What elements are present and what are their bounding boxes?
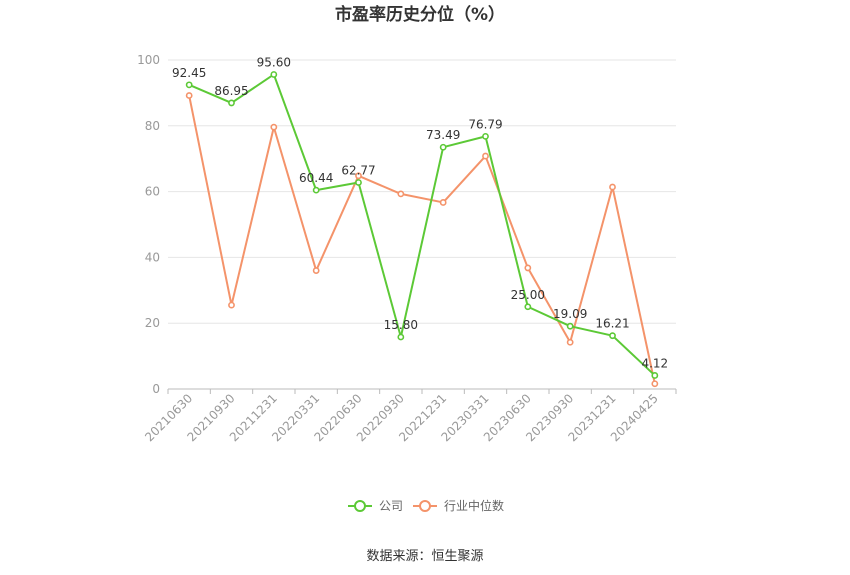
data-label-company: 92.45 [172, 66, 206, 80]
data-point-industry[interactable] [566, 338, 574, 346]
y-tick-label: 0 [152, 382, 160, 396]
source-note: 数据来源：恒生聚源 [366, 549, 483, 564]
x-axis: 2021063020210930202112312022033120220630… [142, 389, 677, 444]
data-point-company[interactable] [651, 372, 659, 379]
data-point-industry[interactable] [270, 123, 278, 131]
data-point-company[interactable] [609, 332, 616, 340]
data-point-industry[interactable] [312, 267, 320, 274]
data-point-company[interactable] [185, 81, 193, 89]
y-tick-label: 80 [145, 119, 160, 133]
data-point-company[interactable] [355, 179, 362, 186]
y-tick-label: 40 [145, 250, 160, 264]
series-line-industry [188, 95, 656, 384]
legend-marker-industry [419, 500, 431, 512]
data-point-industry[interactable] [355, 172, 362, 180]
data-label-company: 4.12 [641, 356, 668, 370]
legend[interactable]: 公司 行业中位数 [348, 498, 504, 513]
y-tick-label: 20 [145, 316, 160, 330]
data-point-company[interactable] [228, 99, 235, 107]
data-label-company: 19.09 [553, 307, 587, 321]
data-label-company: 62.77 [341, 163, 375, 177]
data-label-company: 76.79 [468, 117, 502, 131]
series-group [185, 71, 659, 388]
y-tick-label: 60 [145, 185, 160, 199]
legend-marker-company [354, 500, 366, 512]
data-point-company[interactable] [312, 186, 320, 194]
data-label-company: 16.21 [595, 317, 629, 331]
grid-lines [168, 59, 676, 324]
data-point-industry[interactable] [397, 190, 405, 198]
data-point-company[interactable] [524, 303, 532, 311]
series-line-company [188, 73, 656, 377]
data-label-company: 60.44 [299, 171, 333, 185]
legend-item-industry[interactable]: 行业中位数 [413, 498, 504, 513]
legend-label-company: 公司 [379, 499, 403, 513]
data-label-company: 86.95 [214, 84, 248, 98]
data-point-industry[interactable] [524, 264, 532, 272]
legend-label-industry: 行业中位数 [444, 498, 504, 513]
chart-title: 市盈率历史分位（%） [335, 4, 505, 25]
data-point-industry[interactable] [185, 92, 193, 99]
data-point-company[interactable] [566, 322, 574, 330]
data-point-industry[interactable] [651, 380, 659, 388]
data-point-company[interactable] [439, 143, 447, 151]
data-label-company: 95.60 [257, 55, 291, 69]
data-point-company[interactable] [482, 132, 489, 140]
data-point-industry[interactable] [439, 199, 447, 206]
y-tick-label: 100 [137, 53, 160, 67]
data-label-company: 25.00 [511, 288, 545, 302]
y-axis: 0 20 40 60 80 100 [137, 53, 160, 396]
data-point-company[interactable] [270, 71, 278, 78]
legend-item-company[interactable]: 公司 [348, 499, 403, 513]
data-point-industry[interactable] [228, 301, 235, 309]
data-point-industry[interactable] [482, 152, 489, 160]
data-labels: 92.45 86.95 95.60 60.44 62.77 15.80 73.49 76.79… [172, 55, 668, 370]
data-point-industry[interactable] [609, 183, 616, 191]
data-label-company: 15.80 [384, 318, 418, 332]
data-label-company: 73.49 [426, 128, 460, 142]
data-point-company[interactable] [397, 333, 405, 341]
